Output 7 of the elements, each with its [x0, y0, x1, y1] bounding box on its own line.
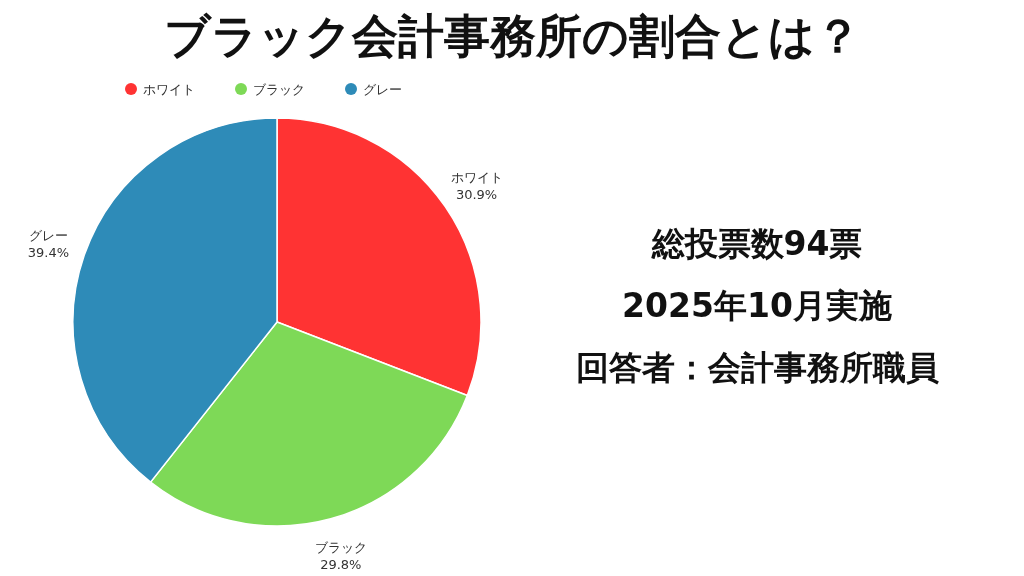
text: 回答者：会計事務所職員 — [575, 348, 939, 387]
legend-label: グレー — [363, 82, 402, 97]
text: 総投票数94票 — [650, 224, 863, 263]
legend-label: ブラック — [253, 82, 305, 97]
legend-label: ホワイト — [143, 82, 195, 97]
chart-title: ブラック会計事務所の割合とは？ — [163, 9, 861, 63]
text: 2025年10月実施 — [622, 286, 892, 325]
